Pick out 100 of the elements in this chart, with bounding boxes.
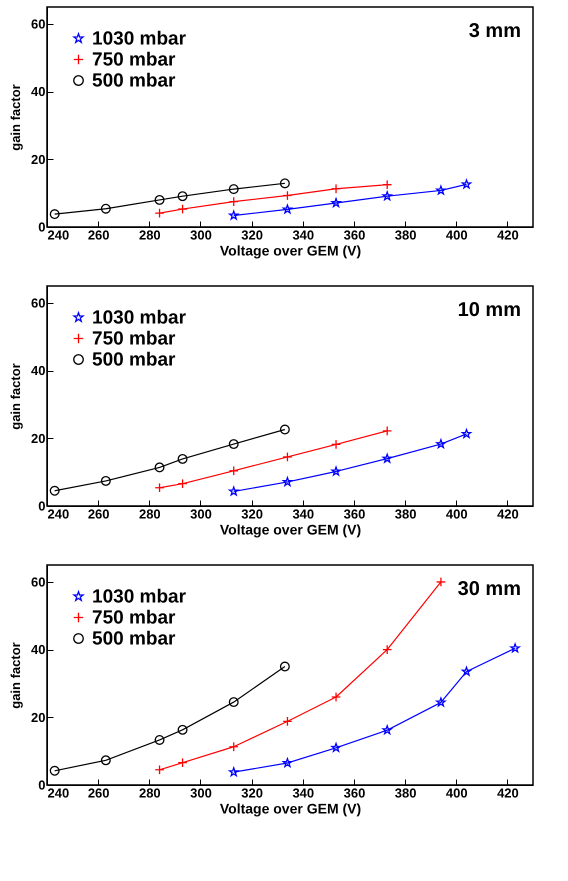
y-tick-label: 60: [31, 16, 46, 32]
x-tick-label: 380: [394, 786, 416, 800]
x-tick-label: 420: [497, 228, 519, 242]
point: [228, 742, 239, 752]
legend-label: 1030 mbar: [92, 28, 187, 50]
x-tick-label: 260: [88, 506, 110, 522]
point: [50, 766, 60, 776]
x-tick-label: 300: [190, 786, 212, 800]
point: [228, 466, 239, 476]
y-tick-label: 0: [38, 778, 46, 792]
x-tick-label: 280: [138, 786, 161, 800]
point: [154, 462, 165, 472]
y-tick-label: 60: [31, 295, 46, 310]
x-tick-label: 360: [344, 786, 366, 800]
point: [228, 439, 239, 450]
y-tick-label: 60: [31, 574, 46, 590]
x-axis-title: Voltage over GEM (V): [220, 242, 362, 258]
point: [331, 692, 342, 702]
x-tick-label: 300: [190, 506, 212, 522]
point: [228, 210, 238, 220]
x-tick-label: 340: [292, 506, 314, 522]
point: [331, 184, 342, 194]
y-axis-title: gain factor: [8, 84, 24, 151]
x-axis-title: Voltage over GEM (V): [220, 800, 362, 816]
x-tick-label: 340: [292, 786, 314, 800]
point: [154, 735, 165, 745]
point: [178, 191, 188, 202]
y-tick-label: 0: [38, 498, 46, 514]
x-tick-label: 400: [446, 506, 468, 522]
point: [436, 439, 446, 448]
point: [282, 190, 292, 201]
x-axis-title: Voltage over GEM (V): [220, 522, 362, 538]
x-tick-label: 240: [48, 228, 70, 242]
legend-label: 750 mbar: [92, 328, 176, 350]
point: [154, 194, 165, 205]
point: [382, 426, 392, 436]
y-tick-label: 20: [31, 430, 46, 446]
point: [331, 198, 341, 208]
legend-label: 750 mbar: [92, 50, 176, 70]
point: [154, 764, 165, 775]
point: [50, 209, 60, 220]
point: [382, 191, 392, 200]
y-tick-label: 0: [38, 220, 46, 234]
point: [331, 466, 341, 476]
point: [382, 454, 392, 463]
legend-label: 1030 mbar: [92, 308, 187, 328]
point: [154, 482, 165, 493]
point: [228, 196, 239, 207]
x-tick-label: 280: [138, 228, 161, 242]
point: [282, 716, 292, 726]
x-tick-label: 420: [497, 786, 519, 800]
point: [154, 208, 165, 218]
y-axis-title: gain factor: [8, 363, 24, 430]
point: [100, 476, 111, 486]
point: [436, 576, 446, 587]
x-tick-label: 280: [138, 506, 161, 522]
point: [282, 758, 292, 768]
point: [282, 204, 292, 214]
legend-label: 750 mbar: [92, 608, 176, 628]
point: [436, 697, 446, 707]
annotation: 10 mm: [458, 299, 521, 321]
point: [228, 697, 239, 708]
point: [382, 180, 392, 190]
point: [50, 486, 60, 496]
y-tick-label: 40: [31, 84, 46, 100]
point: [382, 644, 392, 655]
point: [280, 662, 290, 672]
y-axis-title: gain factor: [8, 642, 24, 709]
point: [100, 204, 111, 214]
point: [436, 185, 446, 195]
x-tick-label: 360: [344, 228, 366, 242]
legend-label: 500 mbar: [92, 350, 176, 370]
x-tick-label: 240: [48, 506, 70, 522]
point: [462, 428, 472, 438]
point: [280, 424, 290, 434]
x-tick-label: 400: [446, 228, 468, 242]
x-tick-label: 260: [88, 786, 110, 800]
x-tick-label: 260: [88, 228, 110, 242]
y-tick-label: 20: [31, 152, 46, 167]
point: [228, 767, 238, 776]
x-tick-label: 320: [241, 506, 263, 522]
point: [382, 725, 392, 734]
point: [462, 179, 472, 189]
y-tick-label: 20: [31, 710, 46, 725]
point: [178, 478, 188, 489]
point: [178, 454, 188, 464]
y-tick-label: 40: [31, 363, 46, 378]
point: [100, 755, 111, 766]
annotation: 30 mm: [458, 578, 521, 600]
y-tick-label: 40: [31, 642, 46, 658]
x-tick-label: 420: [497, 506, 519, 522]
x-tick-label: 340: [292, 228, 314, 242]
x-tick-label: 320: [241, 786, 263, 800]
x-tick-label: 240: [48, 786, 70, 800]
point: [178, 724, 188, 735]
x-tick-label: 320: [241, 228, 263, 242]
legend-label: 500 mbar: [92, 70, 176, 92]
point: [331, 742, 341, 752]
point: [282, 476, 292, 486]
point: [228, 184, 239, 194]
